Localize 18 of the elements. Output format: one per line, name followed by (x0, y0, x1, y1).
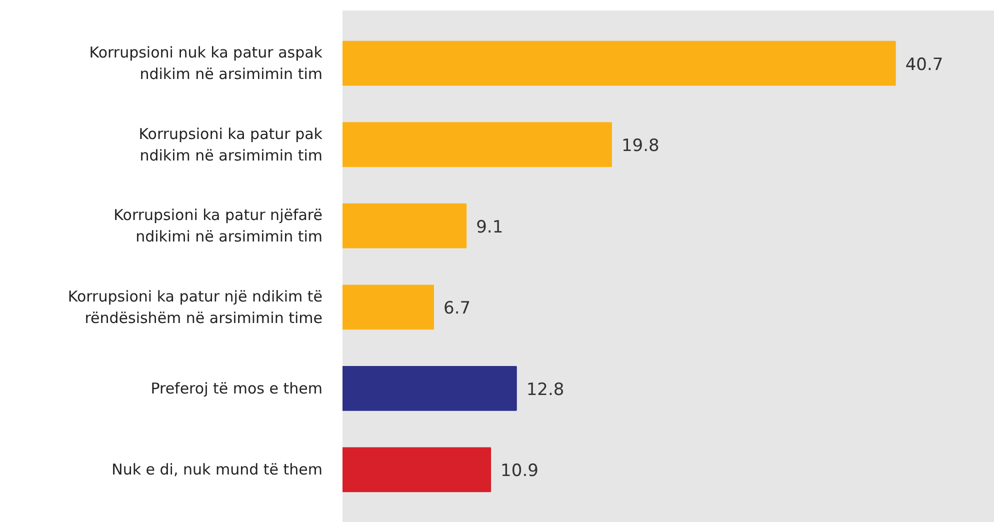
y-tick-label: Korrupsioni ka patur pak ndikim në arsimimin tim (138, 124, 323, 164)
bar (342, 203, 467, 248)
bar (342, 447, 492, 492)
data-label: 9.1 (476, 217, 504, 238)
data-label: 40.7 (905, 54, 944, 75)
y-tick-label: Korrupsioni nuk ka patur aspak ndikim në arsimimin tim (89, 44, 323, 84)
bar (342, 122, 612, 168)
y-tick-label: Korrupsioni ka patur një ndikim të rëndësishëm në arsimimin time (68, 287, 323, 327)
y-tick-label: Preferoj të mos e them (150, 379, 323, 398)
data-label: 6.7 (444, 298, 471, 319)
data-label: 12.8 (526, 380, 564, 400)
y-tick-label: Nuk e di, nuk mund të them (112, 460, 323, 479)
bar (342, 366, 517, 411)
bar (342, 284, 434, 330)
bar (342, 40, 896, 86)
y-tick-label: Korrupsioni ka patur njëfarë ndikimi në arsimimin tim (114, 206, 322, 246)
data-label: 19.8 (621, 136, 660, 156)
data-label: 10.9 (500, 461, 538, 482)
